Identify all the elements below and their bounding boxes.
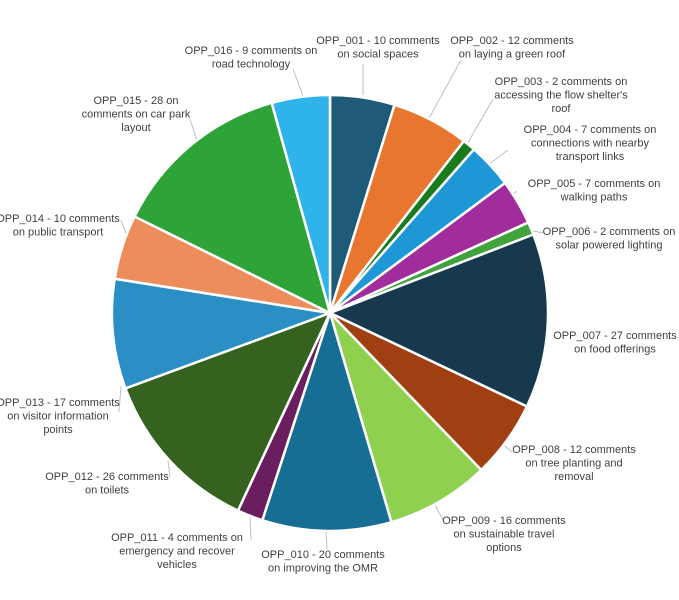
slice-labels-group: OPP_001 - 10 comments on social spacesOPP… [0,35,677,575]
slice-label-OPP_011: OPP_011 - 4 comments on emergency and rec… [111,532,243,571]
slice-label-OPP_009: OPP_009 - 16 comments on sustainable trav… [442,515,566,554]
slice-label-OPP_014: OPP_014 - 10 comments on public transport [0,213,120,239]
pie-slice-OPP_013[interactable] [110,277,332,390]
slice-label-OPP_010: OPP_010 - 20 comments on improving the OM… [261,549,385,575]
leader-line-OPP_004 [487,149,509,166]
slice-label-OPP_003: OPP_003 - 2 comments on accessing the flo… [494,76,628,115]
pie-slice-OPP_015[interactable] [133,101,332,315]
pie-slices-group [110,93,550,533]
pie-slice-OPP_007[interactable] [328,233,550,408]
slice-label-OPP_002: OPP_002 - 12 comments on laying a green r… [450,35,574,61]
slice-label-OPP_004: OPP_004 - 7 comments on connections with … [524,124,657,163]
slice-label-OPP_016: OPP_016 - 9 comments on road technology [185,45,318,71]
leader-line-OPP_002 [427,59,462,121]
leader-line-OPP_011 [249,516,252,541]
pie-slice-OPP_012[interactable] [124,311,332,512]
slice-label-OPP_001: OPP_001 - 10 comments on social spaces [316,35,440,61]
slice-label-OPP_012: OPP_012 - 26 comments on toilets [45,471,169,497]
leader-line-OPP_009 [433,502,444,521]
slice-label-OPP_013: OPP_013 - 17 comments on visitor informat… [0,397,120,436]
slice-label-OPP_005: OPP_005 - 7 comments on walking paths [528,178,661,204]
leader-line-OPP_013 [118,385,122,413]
pie-slice-OPP_016[interactable] [270,93,332,315]
leader-line-OPP_003 [465,98,494,147]
slice-label-OPP_006: OPP_006 - 2 comments on solar powered lig… [543,226,676,252]
slice-label-OPP_008: OPP_008 - 12 comments on tree planting an… [512,444,636,483]
leader-line-OPP_016 [292,68,304,97]
slice-label-OPP_007: OPP_007 - 27 comments on food offerings [553,330,677,356]
pie-slice-OPP_010[interactable] [261,311,393,533]
leader-line-OPP_012 [167,459,171,478]
leader-line-OPP_010 [325,531,328,550]
slice-label-OPP_015: OPP_015 - 28 on comments on car park layou… [82,95,191,134]
pie-slice-OPP_009[interactable] [328,311,483,524]
